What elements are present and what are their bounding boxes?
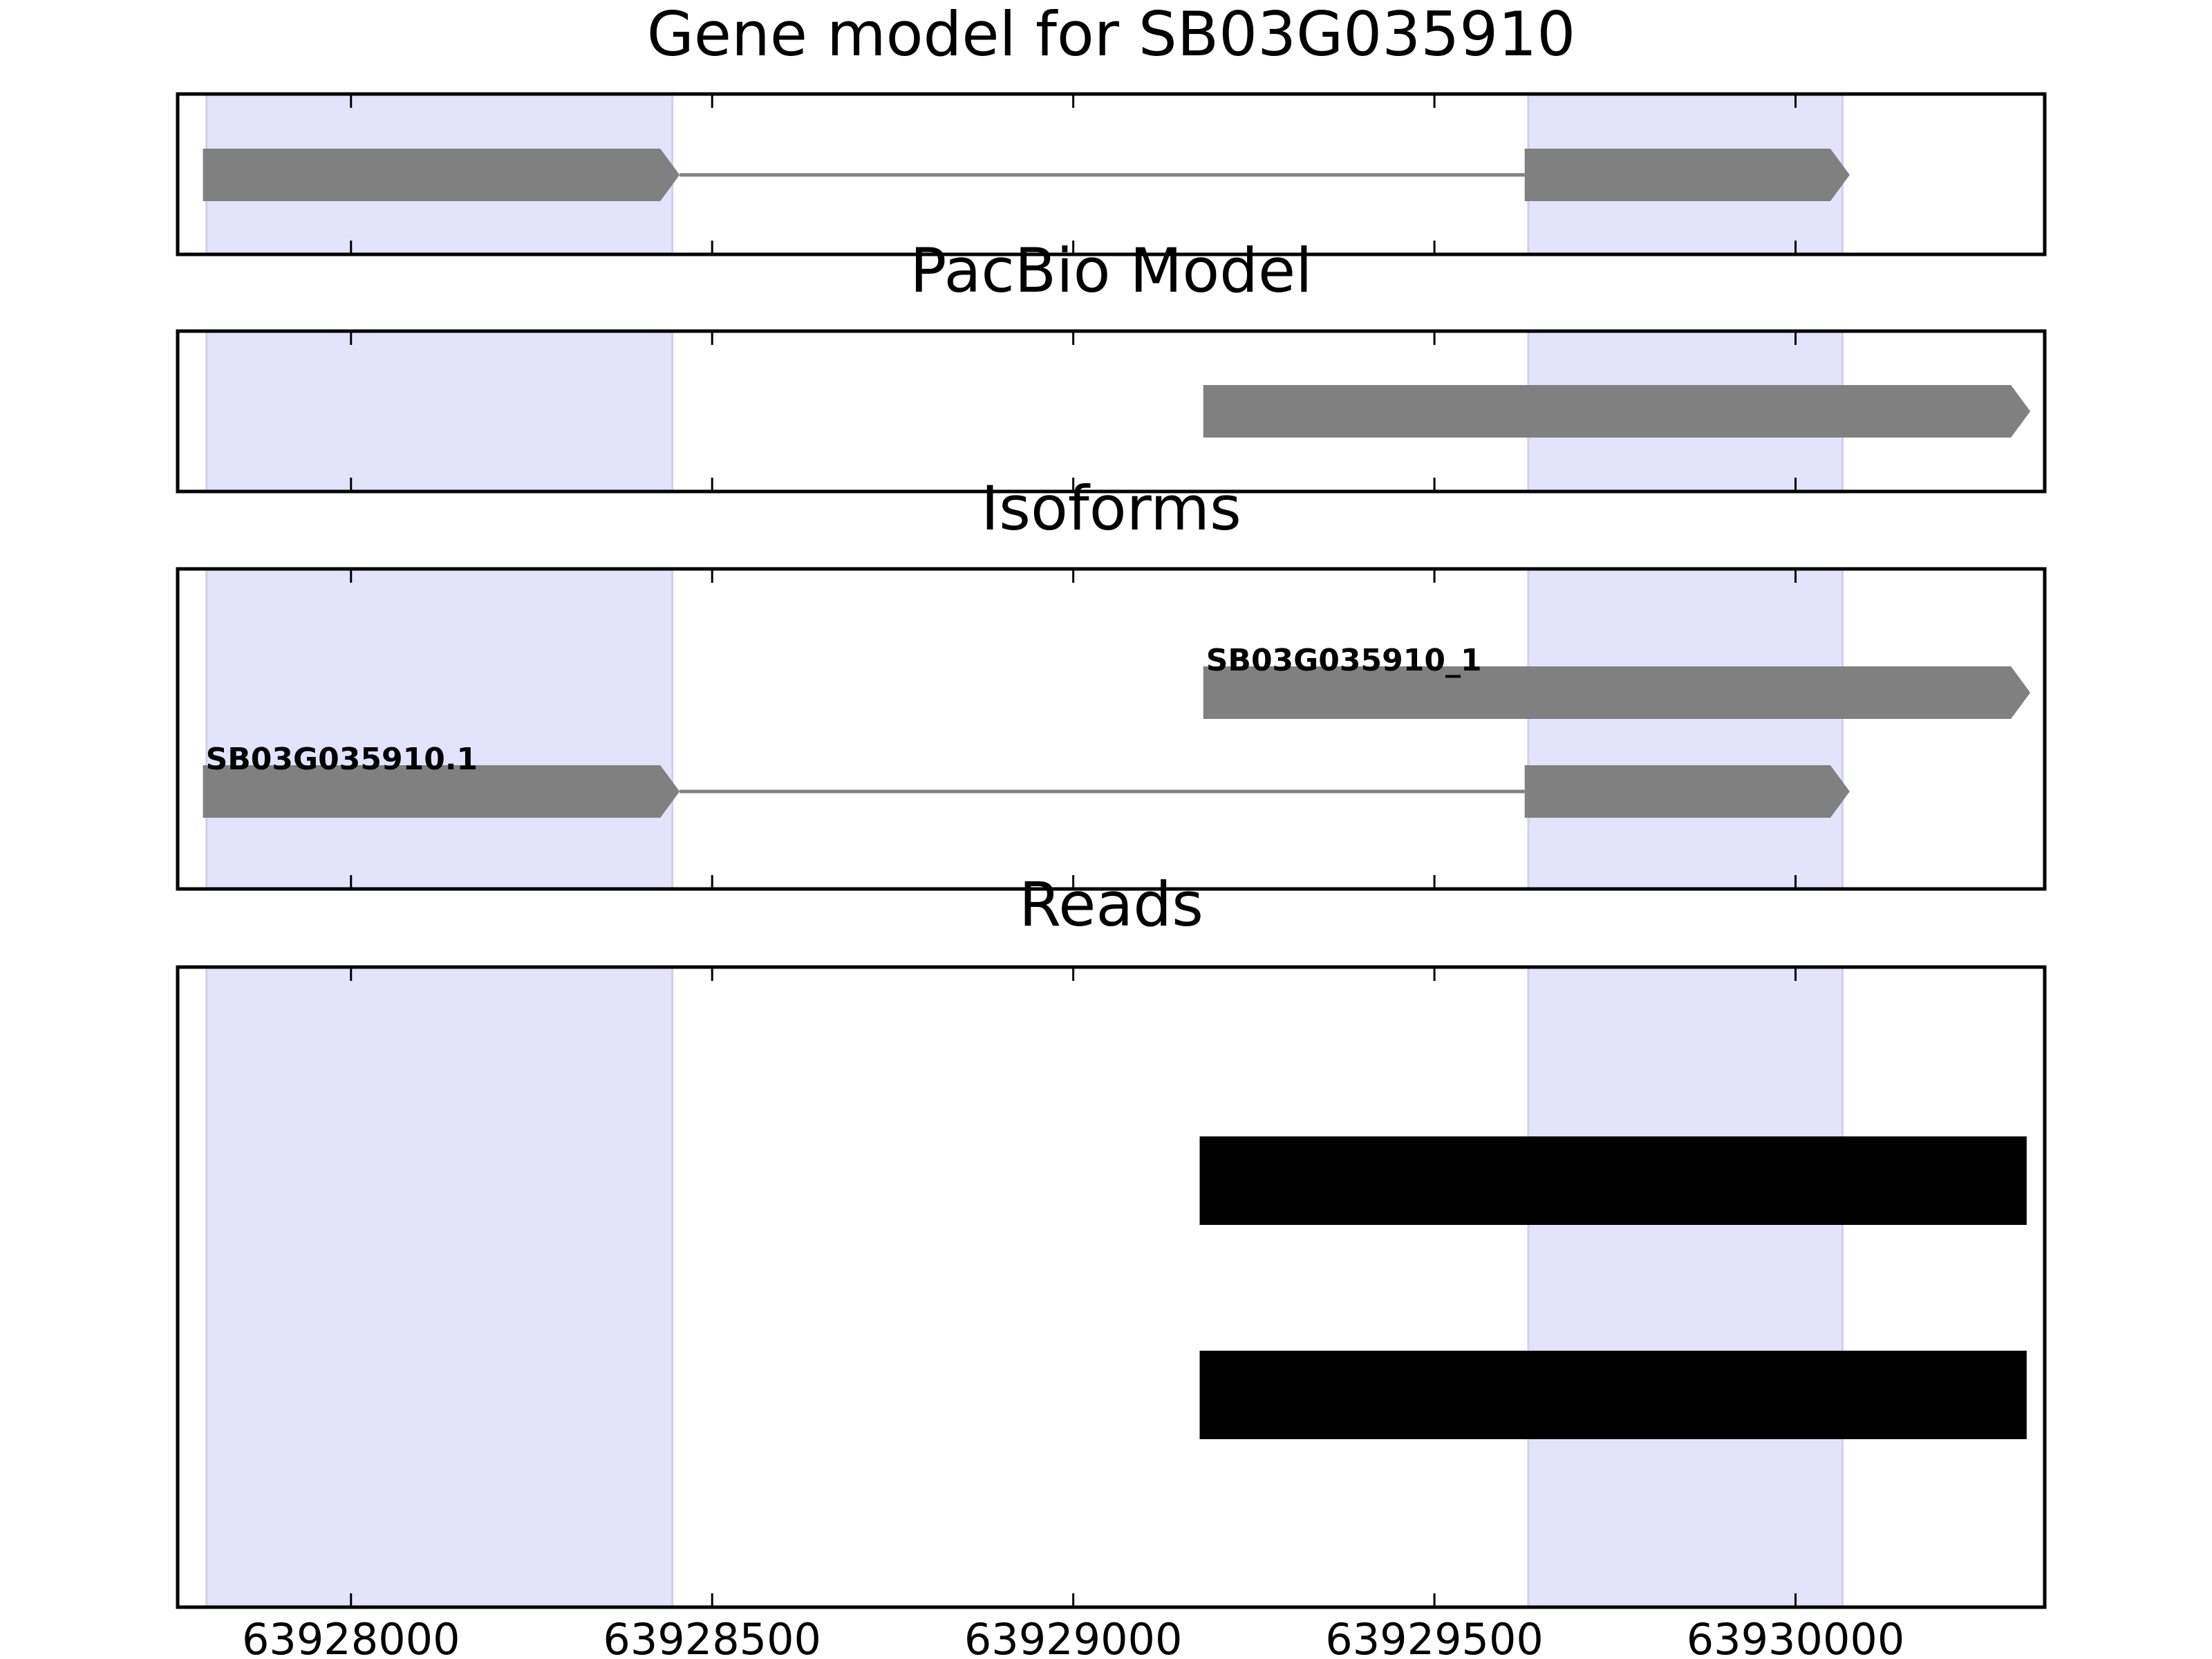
x-tick-label-2: 63929000 (964, 1614, 1183, 1659)
panel-0-frame (176, 92, 2047, 256)
panel-1-track-0-exon-0 (1203, 385, 2031, 438)
panel-2-frame (176, 567, 2047, 891)
panel-0-title: Gene model for SB03G035910 (647, 0, 1576, 70)
panel-2-track-0-exon-0 (1203, 666, 2031, 719)
panel-1-title: PacBio Model (910, 235, 1312, 306)
isoform-label-1: SB03G035910.1 (206, 742, 478, 777)
panel-3-read-1 (1199, 1351, 2027, 1439)
panel-2-track-1-exon-0 (203, 765, 680, 818)
panel-3-frame (176, 965, 2047, 1609)
panel-1-highlight-band-0 (205, 330, 674, 493)
panel-2-title: Isoforms (981, 473, 1241, 544)
x-tick-label-0: 63928000 (242, 1614, 460, 1659)
panel-0-track-0-exon-0 (203, 149, 680, 201)
panel-2-track-1-exon-1 (1524, 765, 1850, 818)
panel-2-highlight-band-1 (1527, 568, 1844, 890)
panel-3-highlight-band-0 (205, 966, 674, 1609)
panel-0-track-0-exon-1 (1524, 149, 1850, 201)
panel-3-read-0 (1199, 1136, 2027, 1225)
panel-1-frame (176, 329, 2047, 494)
panel-3-title: Reads (1019, 869, 1203, 940)
panel-2-highlight-band-0 (205, 568, 674, 890)
isoform-label-0: SB03G035910_1 (1206, 643, 1482, 678)
panel-3-highlight-band-1 (1527, 966, 1844, 1609)
x-tick-label-1: 63928500 (603, 1614, 821, 1659)
x-tick-label-4: 63930000 (1687, 1614, 1905, 1659)
x-tick-label-3: 63929500 (1325, 1614, 1544, 1659)
